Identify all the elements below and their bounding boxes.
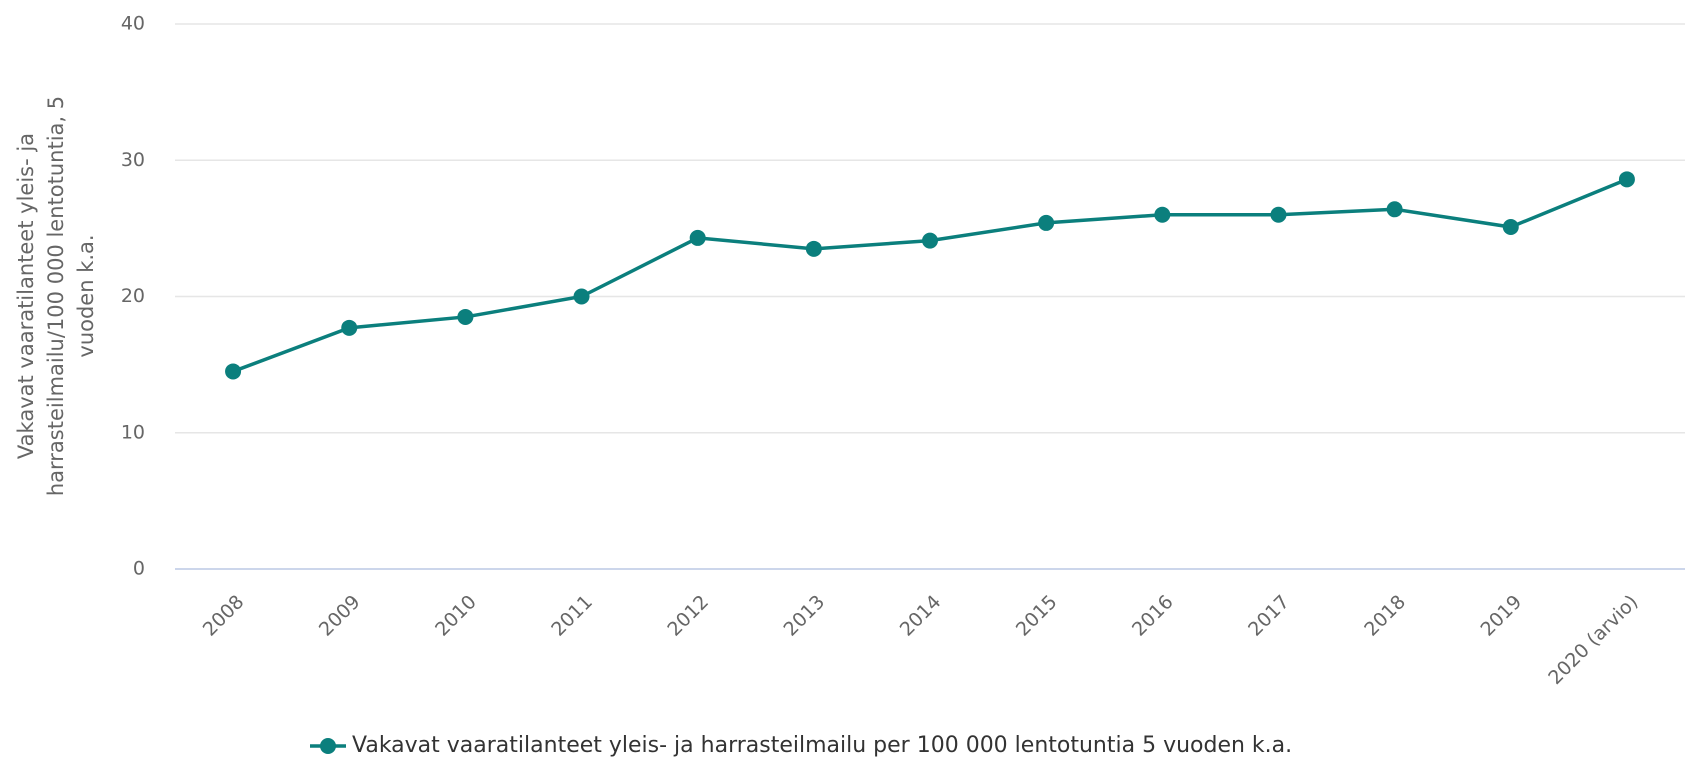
y-tick-label: 0 (133, 558, 145, 580)
x-tick-label: 2014 (896, 591, 946, 641)
y-tick-label: 40 (121, 13, 145, 35)
x-tick-label: 2017 (1244, 591, 1294, 641)
data-point (1502, 219, 1519, 236)
data-point (225, 363, 242, 380)
x-tick-label: 2008 (199, 591, 249, 641)
x-tick-label: 2012 (663, 591, 713, 641)
x-tick-label: 2016 (1128, 591, 1178, 641)
x-tick-label: 2015 (1012, 591, 1062, 641)
legend-marker (320, 738, 336, 754)
data-point (922, 232, 938, 249)
x-tick-label: 2011 (547, 591, 597, 641)
data-point (689, 229, 706, 246)
x-tick-label: 2019 (1476, 591, 1526, 641)
data-point (1386, 201, 1403, 218)
data-point (1154, 206, 1171, 223)
data-point (1038, 214, 1055, 231)
x-tick-label: 2020 (arvio) (1544, 591, 1642, 689)
y-tick-label: 30 (121, 149, 145, 171)
data-point (573, 288, 590, 305)
y-axis-title: Vakavat vaaratilanteet yleis- ja harrast… (14, 95, 98, 497)
x-tick-label: 2009 (315, 591, 365, 641)
legend-label: Vakavat vaaratilanteet yleis- ja harrast… (352, 733, 1292, 758)
x-tick-label: 2013 (780, 591, 830, 641)
data-point (341, 319, 358, 336)
data-point (1270, 206, 1287, 223)
data-point (1618, 171, 1635, 188)
data-point (457, 308, 474, 325)
data-point (805, 240, 822, 257)
y-tick-label: 10 (121, 421, 145, 443)
y-tick-label: 20 (121, 285, 145, 307)
x-tick-label: 2018 (1360, 591, 1410, 641)
series-line (232, 177, 1628, 374)
x-tick-label: 2010 (431, 591, 481, 641)
